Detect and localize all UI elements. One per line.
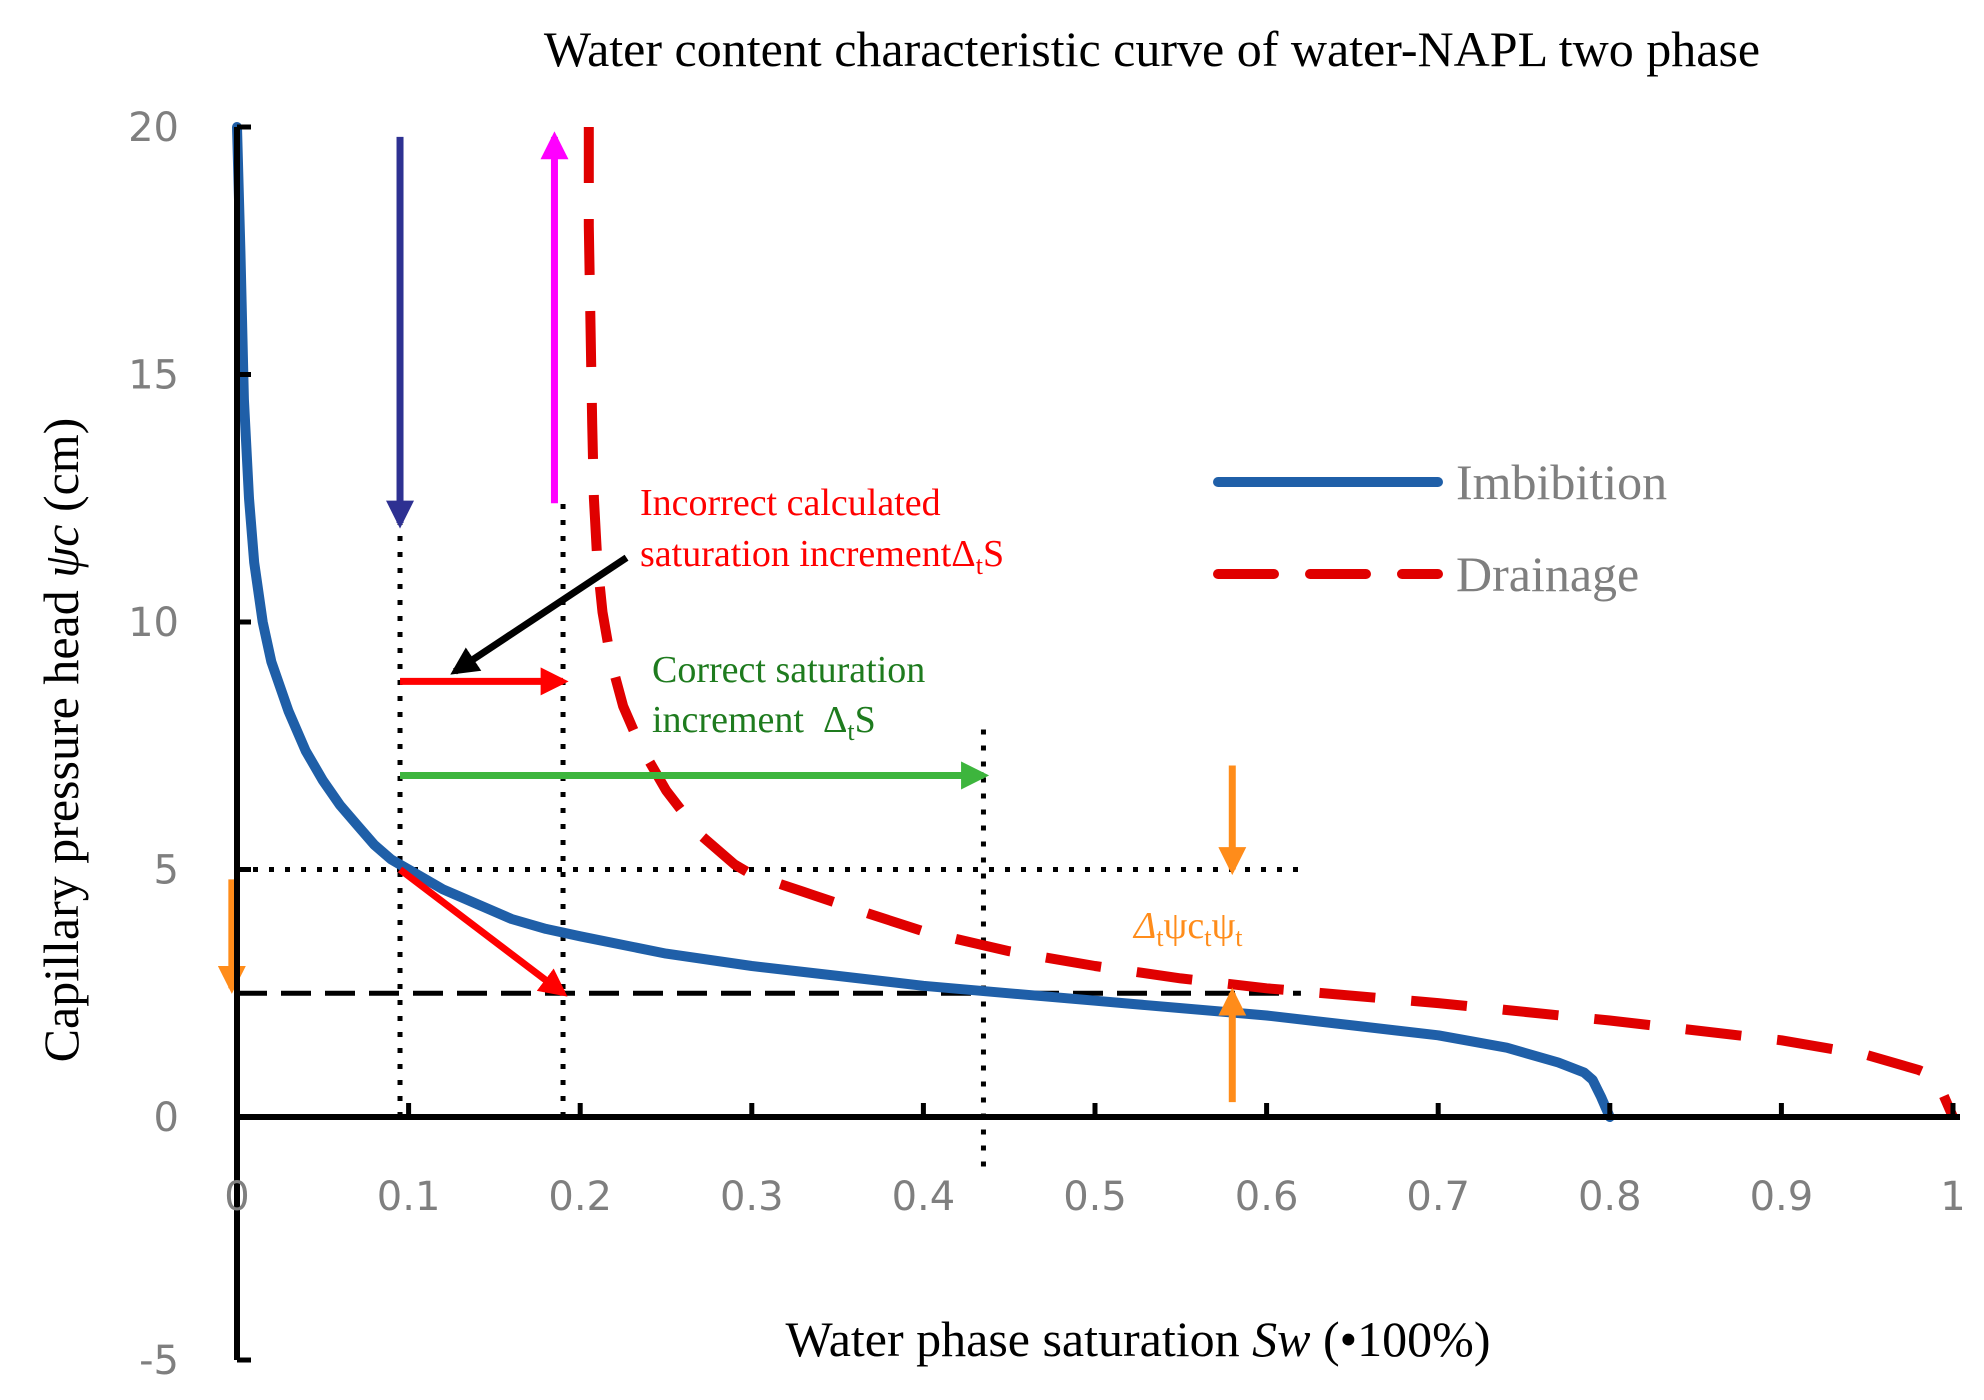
arrow-layer xyxy=(217,131,1247,1103)
annotation-incorrect-text: saturation increment xyxy=(640,533,952,575)
annotation-correct-text: increment xyxy=(652,699,823,741)
x-axis-ticks: 0 0.1 0.2 0.3 0.4 0.5 0.6 0.7 0.8 0.9 1 xyxy=(224,1103,1966,1220)
annotation-orange-sub3: t xyxy=(1235,923,1243,952)
annotation-orange-delta-psi: Δtψctψt xyxy=(1132,905,1243,952)
y-axis-label: Capillary pressure head ψc (cm) xyxy=(33,418,89,1063)
x-tick-label: 0 xyxy=(224,1174,249,1220)
y-axis-label-prefix: Capillary pressure head xyxy=(33,578,89,1063)
x-axis-label-suffix: (•100%) xyxy=(1311,1311,1491,1367)
annotation-incorrect-line2: saturation incrementΔtS xyxy=(640,533,1004,580)
x-axis-label-symbol: Sw xyxy=(1252,1311,1310,1367)
annotation-correct-s: S xyxy=(855,699,876,741)
annotation-correct-sub: t xyxy=(847,717,855,746)
y-axis-label-symbol: ψc xyxy=(33,525,89,578)
x-axis-label-prefix: Water phase saturation xyxy=(786,1311,1253,1367)
y-axis-ticks: 20 15 10 5 0 -5 xyxy=(128,105,251,1384)
x-tick-label: 0.6 xyxy=(1235,1174,1299,1220)
annotation-orange-sub2: t xyxy=(1204,923,1212,952)
x-tick-label: 0.7 xyxy=(1406,1174,1470,1220)
diagonal-arrow-red xyxy=(397,866,568,997)
x-tick-label: 0.3 xyxy=(720,1174,784,1220)
x-tick-label: 1 xyxy=(1940,1174,1965,1220)
x-axis-label: Water phase saturation Sw (•100%) xyxy=(786,1311,1491,1367)
legend-label-drainage: Drainage xyxy=(1456,546,1639,602)
y-axis-label-suffix: (cm) xyxy=(33,418,89,525)
annotation-orange-delta: Δ xyxy=(1132,905,1156,947)
x-tick-label: 0.8 xyxy=(1578,1174,1642,1220)
annotation-orange-psi: ψ xyxy=(1211,905,1235,947)
x-tick-label: 0.2 xyxy=(548,1174,612,1220)
legend-label-imbibition: Imbibition xyxy=(1456,454,1667,510)
annotation-orange-mid: ψc xyxy=(1164,905,1205,947)
series-line-drainage xyxy=(583,127,1958,1119)
annotation-correct-line1: Correct saturation xyxy=(652,649,925,691)
x-tick-label: 0.4 xyxy=(892,1174,956,1220)
chart-title: Water content characteristic curve of wa… xyxy=(544,21,1760,77)
reference-lines xyxy=(237,498,1301,1167)
annotation-incorrect-line1: Incorrect calculated xyxy=(640,482,941,524)
y-tick-label: 15 xyxy=(128,353,179,399)
pointer-arrow-black xyxy=(450,554,629,675)
annotation-incorrect-delta: Δ xyxy=(951,533,975,575)
annotation-incorrect-sub: t xyxy=(976,551,984,580)
y-tick-label: 5 xyxy=(154,848,179,894)
annotation-incorrect-s: S xyxy=(983,533,1004,575)
annotation-orange-sub1: t xyxy=(1156,923,1164,952)
y-tick-label: -5 xyxy=(139,1338,179,1384)
y-tick-label: 20 xyxy=(128,105,179,151)
x-tick-label: 0.1 xyxy=(377,1174,441,1220)
y-tick-label: 0 xyxy=(154,1095,179,1141)
annotation-correct-line2: increment ΔtS xyxy=(652,699,876,746)
series-line-imbibition xyxy=(232,122,1615,1122)
x-tick-label: 0.9 xyxy=(1750,1174,1814,1220)
series-layer xyxy=(232,122,1958,1122)
x-tick-label: 0.5 xyxy=(1063,1174,1127,1220)
annotation-correct-delta: Δ xyxy=(823,699,847,741)
y-tick-label: 10 xyxy=(128,600,179,646)
legend: Imbibition Drainage xyxy=(1213,454,1667,602)
